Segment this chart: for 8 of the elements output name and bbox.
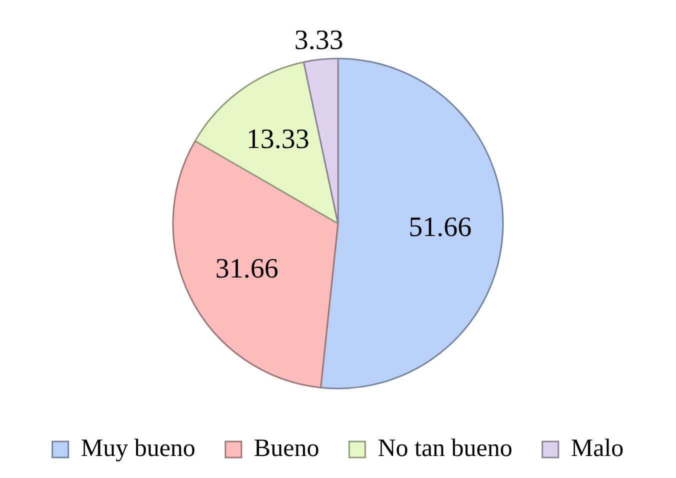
legend-label: Malo xyxy=(570,435,624,462)
legend-label: No tan bueno xyxy=(378,435,512,462)
data-label: 13.33 xyxy=(246,124,310,156)
data-label: 31.66 xyxy=(215,253,278,284)
data-label: 51.66 xyxy=(408,212,472,244)
legend-label: Bueno xyxy=(254,435,320,462)
data-label: 3.33 xyxy=(294,24,344,56)
legend-label: Muy bueno xyxy=(80,435,196,462)
